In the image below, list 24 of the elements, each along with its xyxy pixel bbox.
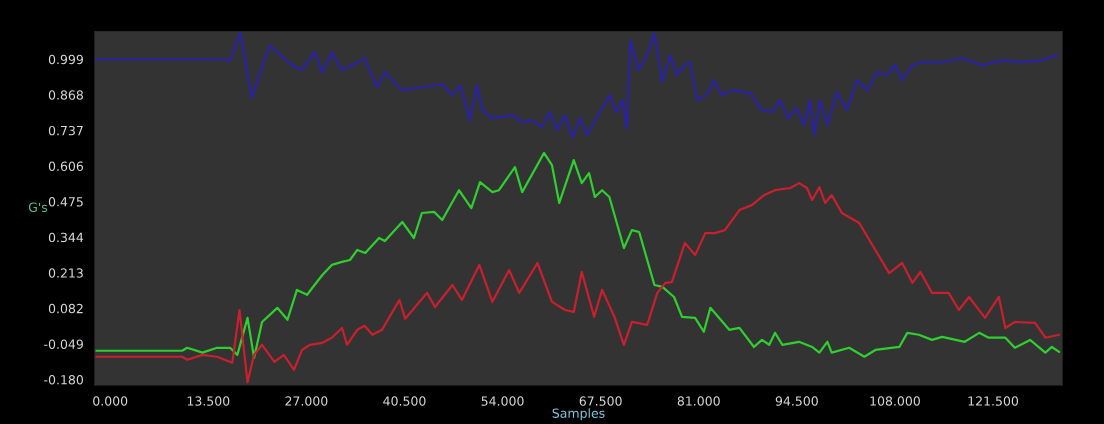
- x-axis-title: Samples: [552, 408, 605, 421]
- y-tick-label: 0.344: [48, 232, 84, 243]
- line-series: [94, 31, 1059, 140]
- y-tick-label: 0.606: [48, 161, 84, 171]
- line-series: [94, 151, 1061, 359]
- y-tick-label: 0.999: [48, 54, 83, 65]
- y-tick-label: 0.737: [48, 125, 83, 136]
- y-axis-title: G's: [28, 202, 48, 213]
- y-tick-label: -0.049: [44, 339, 83, 349]
- x-tick-label: 81.000: [677, 396, 720, 406]
- x-tick-label: 27.000: [285, 396, 328, 406]
- y-tick-label: -0.180: [44, 375, 83, 385]
- y-tick-label: 0.082: [48, 303, 83, 314]
- x-tick-label: 54.000: [481, 396, 524, 406]
- x-tick-label: 94.500: [775, 396, 818, 406]
- y-tick-label: 0.213: [48, 268, 83, 278]
- x-tick-label: 13.500: [187, 396, 230, 406]
- x-tick-label: 108.000: [870, 396, 920, 406]
- x-tick-label: 67.500: [579, 396, 622, 406]
- y-tick-label: 0.868: [48, 90, 83, 100]
- x-tick-label: 121.500: [968, 396, 1019, 406]
- x-tick-label: 40.500: [383, 396, 426, 406]
- y-tick-label: 0.475: [48, 197, 83, 207]
- x-tick-label: 0.000: [93, 396, 128, 406]
